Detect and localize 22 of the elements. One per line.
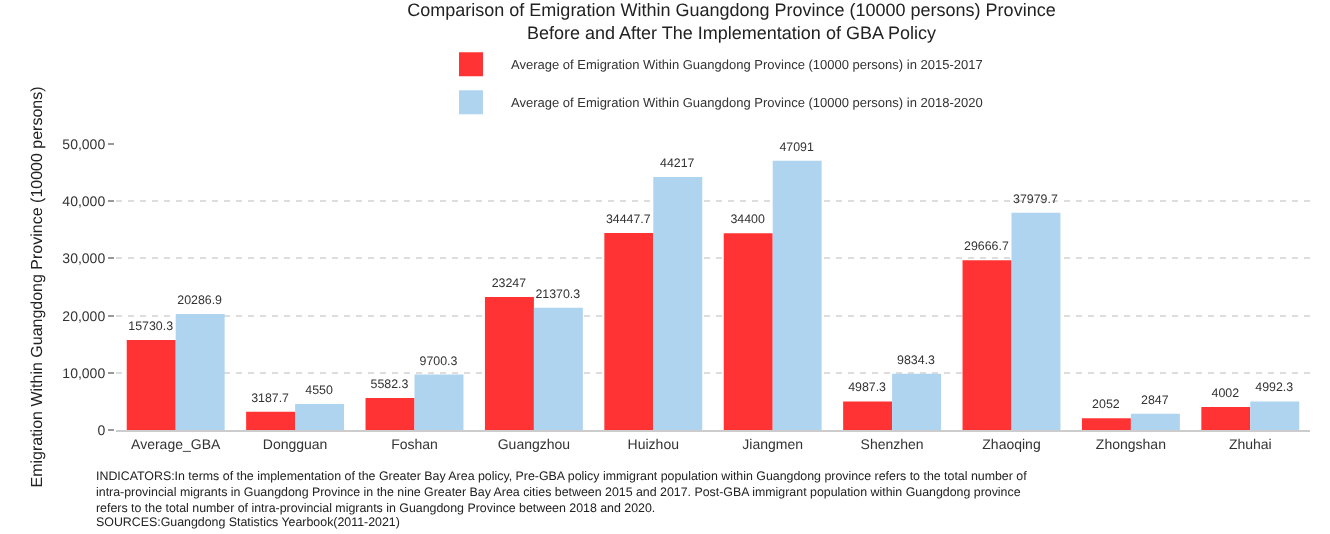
bar xyxy=(126,340,176,430)
bar xyxy=(1081,418,1131,430)
y-axis-title: Emigration Within Guangdong Province (10000 persons) xyxy=(27,85,46,488)
bar xyxy=(962,260,1012,430)
bar xyxy=(246,411,296,430)
bar xyxy=(533,307,583,430)
bar xyxy=(604,232,654,430)
bar xyxy=(175,313,225,430)
bar xyxy=(843,401,893,430)
bar xyxy=(365,398,415,430)
bar xyxy=(1201,407,1251,430)
bar xyxy=(295,403,345,430)
bar xyxy=(414,374,464,430)
bar xyxy=(1011,212,1061,430)
bar xyxy=(653,177,703,430)
bar xyxy=(1250,401,1300,430)
bar xyxy=(772,160,822,430)
bar xyxy=(892,373,942,430)
bar xyxy=(1130,413,1180,430)
chart-title: Comparison of Emigration Within Guangdong Province (10000 persons) Province Before and After The Implementation of GBA Policy xyxy=(407,0,1056,44)
bar xyxy=(723,233,773,430)
bar xyxy=(484,297,534,430)
